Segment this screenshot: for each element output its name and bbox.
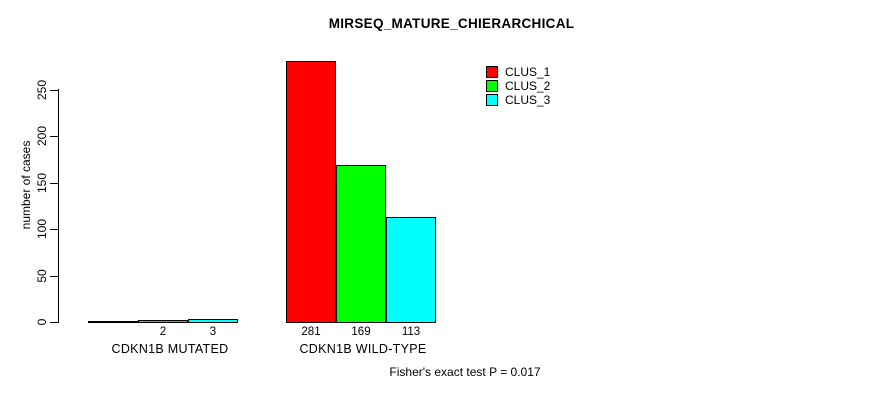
y-tick-mark bbox=[50, 183, 58, 184]
y-tick-mark bbox=[50, 322, 58, 323]
legend-label: CLUS_3 bbox=[505, 93, 551, 107]
legend-label: CLUS_2 bbox=[505, 79, 551, 93]
bar-clus_2-mutated bbox=[138, 320, 188, 323]
bar-value-label: 2 bbox=[159, 326, 167, 338]
bar-clus_1-wildtype bbox=[286, 61, 336, 323]
y-tick-label: 250 bbox=[35, 79, 49, 101]
bar-clus_2-wildtype bbox=[336, 165, 386, 323]
y-tick-label: 50 bbox=[35, 269, 49, 283]
y-tick-label: 150 bbox=[35, 172, 49, 194]
y-tick-label: 100 bbox=[35, 218, 49, 240]
legend-swatch-clus_2 bbox=[486, 80, 498, 92]
bar-value-label: 113 bbox=[401, 326, 421, 338]
bar-clus_1-mutated bbox=[88, 321, 138, 323]
bar-value-label: 3 bbox=[209, 326, 217, 338]
y-tick-mark bbox=[50, 229, 58, 230]
y-tick-label: 200 bbox=[35, 125, 49, 147]
legend-swatch-clus_1 bbox=[486, 66, 498, 78]
y-tick-mark bbox=[50, 90, 58, 91]
bar-value-label: 281 bbox=[301, 326, 321, 338]
y-axis-label: number of cases bbox=[19, 140, 33, 230]
y-axis-line bbox=[58, 89, 59, 323]
legend-swatch-clus_3 bbox=[486, 94, 498, 106]
p-value-annotation: Fisher's exact test P = 0.017 bbox=[389, 365, 541, 379]
y-tick-mark bbox=[50, 276, 58, 277]
y-tick-mark bbox=[50, 136, 58, 137]
group-label-mutated: CDKN1B MUTATED bbox=[111, 342, 229, 356]
group-label-wildtype: CDKN1B WILD-TYPE bbox=[299, 342, 427, 356]
chart-title: MIRSEQ_MATURE_CHIERARCHICAL bbox=[328, 16, 575, 31]
legend-label: CLUS_1 bbox=[505, 65, 551, 79]
y-tick-label: 0 bbox=[35, 318, 49, 326]
bar-clus_3-wildtype bbox=[386, 217, 436, 323]
bar-value-label: 169 bbox=[351, 326, 371, 338]
bar-clus_3-mutated bbox=[188, 319, 238, 323]
